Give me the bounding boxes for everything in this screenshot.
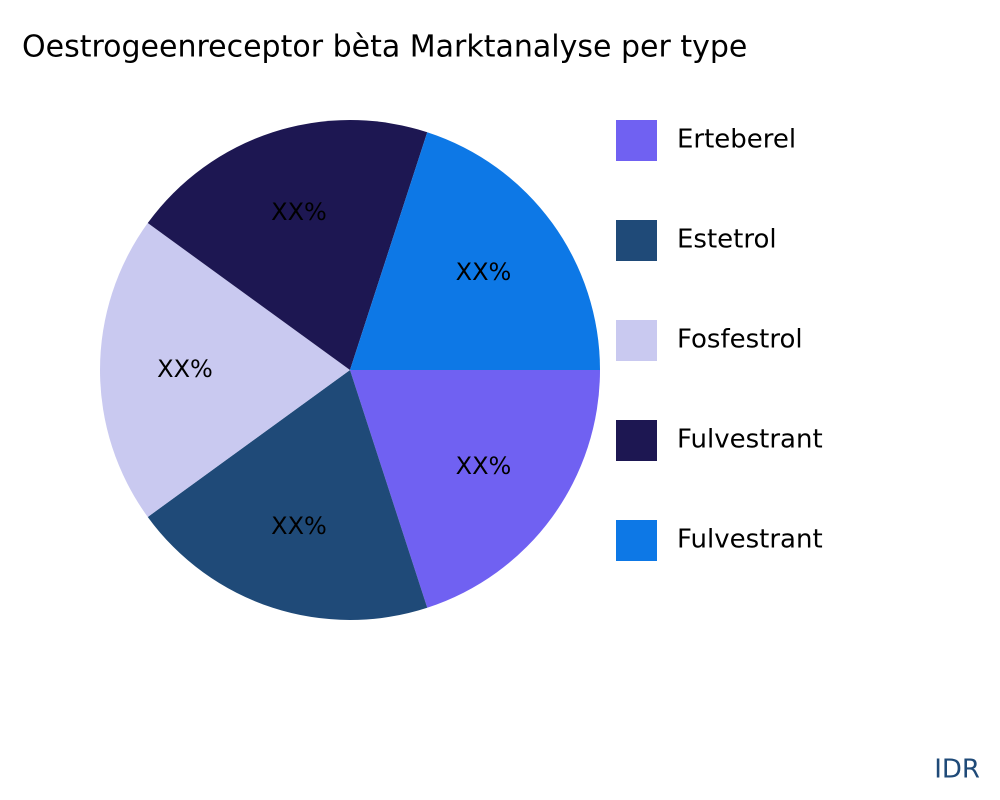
legend-label: Fosfestrol [677,325,803,355]
pie-slice [350,132,600,370]
brand: IDR [934,755,980,785]
legend-label: Fulvestrant [677,525,823,555]
chart-title: Oestrogeenreceptor bèta Marktanalyse per… [22,30,747,65]
pie-slice [100,223,350,517]
legend-swatch [616,520,657,561]
legend-swatch [616,320,657,361]
slice-label: XX% [456,258,512,286]
slice-label: XX% [271,512,327,540]
legend-swatch [616,420,657,461]
legend-swatch [616,220,657,261]
pie-slice [147,370,428,620]
legend-swatch [616,120,657,161]
pie-slice [350,370,600,608]
legend-label: Erteberel [677,125,796,155]
slice-label: XX% [271,198,327,226]
legend-label: Estetrol [677,225,777,255]
pie-slice [147,120,428,370]
legend-label: Fulvestrant [677,425,823,455]
slice-label: XX% [456,452,512,480]
slice-label: XX% [157,355,213,383]
